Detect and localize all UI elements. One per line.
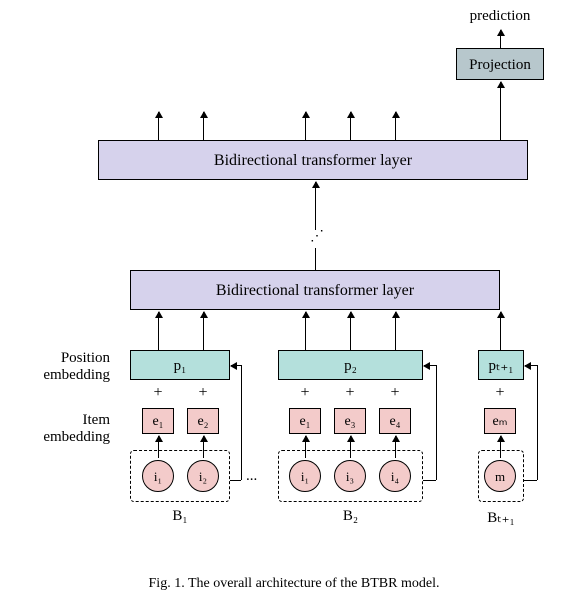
elbow-Bt1-h [525, 365, 537, 366]
arrow-p2-to-tx-c [395, 312, 396, 350]
item-circle-i4: i₄ [379, 460, 411, 492]
elbow-Bt1-h2 [524, 480, 537, 481]
elbow-Bt1-v [537, 365, 538, 480]
arrow-p2-to-tx-b [350, 312, 351, 350]
position-embed-p1: p₁ [130, 350, 230, 380]
position-embed-p2: p₂ [278, 350, 423, 380]
projection-box: Projection [456, 48, 544, 80]
prediction-label: prediction [450, 8, 550, 25]
item-embed-e2: e₂ [187, 408, 219, 434]
elbow-B1-h [231, 365, 241, 366]
item-circle-m: m [484, 460, 516, 492]
arrow-pt1-to-tx [500, 312, 501, 350]
item-circle-i2: i₂ [187, 460, 219, 492]
basket-label-B2: B₂ [278, 508, 423, 525]
item-embed-e1-b: e₁ [289, 408, 321, 434]
elbow-B1-v [241, 365, 242, 480]
figure-caption: Fig. 1. The overall architecture of the … [0, 576, 588, 592]
elbow-B2-h [424, 365, 436, 366]
plus-4: + [343, 384, 357, 402]
position-embedding-label: Position embedding [20, 350, 110, 383]
arrow-tx-top-out-3 [305, 112, 306, 140]
elbow-B2-h2 [423, 480, 436, 481]
stub-below-dots [315, 248, 316, 270]
item-circle-i1-b: i₁ [289, 460, 321, 492]
arrow-p1-to-tx-a [158, 312, 159, 350]
arrow-tx-top-out-5 [395, 112, 396, 140]
arrow-p2-to-tx-a [305, 312, 306, 350]
item-circle-i3: i₃ [334, 460, 366, 492]
plus-2: + [196, 384, 210, 402]
plus-5: + [388, 384, 402, 402]
item-embedding-label: Item embedding [20, 412, 110, 445]
arrow-tx-top-out-2 [203, 112, 204, 140]
elbow-B2-v [436, 365, 437, 480]
arrow-tx-top-out-1 [158, 112, 159, 140]
transformer-layer-bottom: Bidirectional transformer layer [130, 270, 500, 310]
plus-1: + [151, 384, 165, 402]
item-embed-e3: e₃ [334, 408, 366, 434]
stack-ellipsis: ⋰ [310, 228, 324, 245]
basket-label-B1: B₁ [130, 508, 230, 525]
arrow-projection-to-pred [500, 30, 501, 48]
elbow-B1-h2 [230, 480, 241, 481]
item-embed-e4: e₄ [379, 408, 411, 434]
basket-ellipsis: ... [246, 468, 257, 485]
item-embed-em: eₘ [484, 408, 516, 434]
arrow-p1-to-tx-b [203, 312, 204, 350]
arrow-tx-top-out-4 [350, 112, 351, 140]
plus-6: + [493, 384, 507, 402]
btbr-architecture-diagram: prediction Projection Bidirectional tran… [0, 0, 588, 598]
position-embed-pt1: pₜ₊₁ [478, 350, 524, 380]
arrow-tx-bot-to-top [315, 182, 316, 230]
arrow-tx-top-to-projection [500, 82, 501, 140]
plus-3: + [298, 384, 312, 402]
basket-label-Bt1: Bₜ₊₁ [468, 508, 534, 527]
item-circle-i1-a: i₁ [142, 460, 174, 492]
transformer-layer-top: Bidirectional transformer layer [98, 140, 528, 180]
item-embed-e1-a: e₁ [142, 408, 174, 434]
